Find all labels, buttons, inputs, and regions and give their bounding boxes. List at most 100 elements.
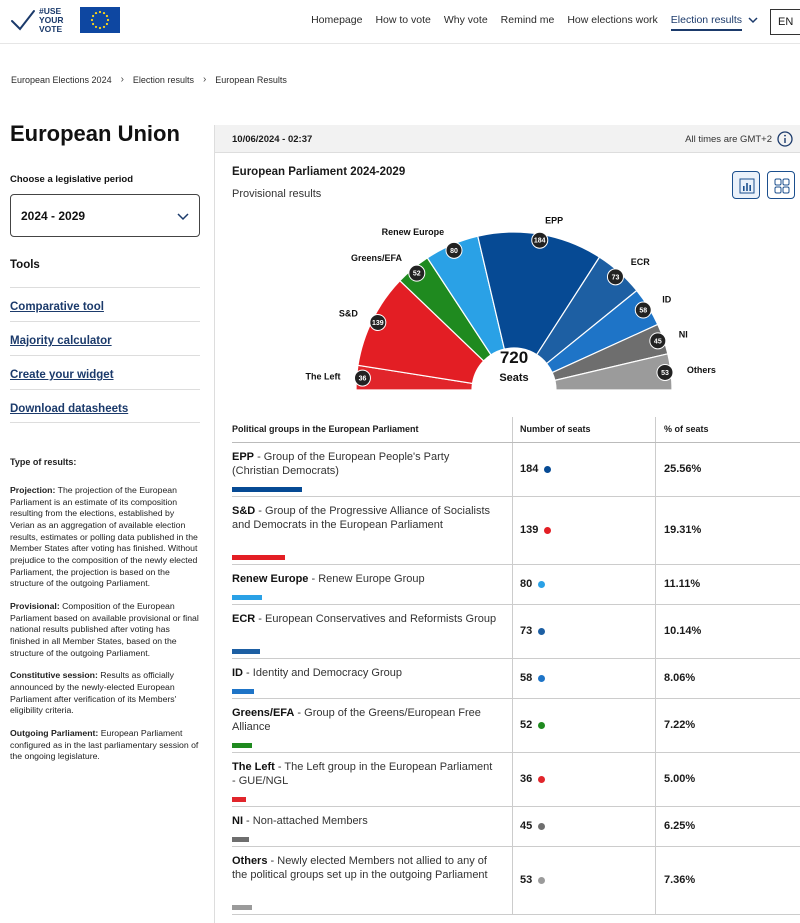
legislative-period-select[interactable]: 2024 - 2029 [10, 194, 200, 237]
chart-subtitle: Provisional results [232, 188, 322, 200]
results-panel: 10/06/2024 - 02:37 All times are GMT+2 E… [214, 125, 800, 923]
nav-homepage[interactable]: Homepage [311, 14, 363, 26]
seat-value: 80 [520, 578, 533, 590]
seat-count-bubble [606, 268, 624, 286]
table-row: Others - Newly elected Members not allie… [232, 847, 800, 915]
table-row: Greens/EFA - Group of the Greens/Europea… [232, 699, 800, 753]
party-label: ECR [631, 257, 651, 267]
seat-share-bar [232, 487, 302, 492]
comparative-tool-link[interactable]: Comparative tool [10, 301, 104, 313]
group-abbr: S&D [232, 505, 256, 517]
seat-count: 36 [520, 773, 546, 785]
seat-value: 53 [520, 874, 533, 886]
seat-count-bubble [649, 332, 667, 350]
nav-how-to-vote[interactable]: How to vote [375, 14, 431, 26]
seat-share-bar [232, 595, 262, 600]
nav-how-elections-work[interactable]: How elections work [567, 14, 658, 26]
seat-share-bar [232, 743, 252, 748]
timestamp: 10/06/2024 - 02:37 [232, 134, 313, 145]
info-icon[interactable] [777, 131, 793, 147]
grid-view-button[interactable] [767, 171, 795, 199]
group-full-name: The Left group in the European Parliamen… [232, 761, 493, 787]
nav-election-results[interactable]: Election results [670, 14, 742, 31]
eu-flag-icon [80, 7, 120, 33]
nav-remind-me[interactable]: Remind me [500, 14, 555, 26]
party-label: Greens/EFA [351, 253, 403, 263]
group-abbr: The Left [232, 761, 275, 773]
seat-value: 139 [520, 524, 539, 536]
seat-percentage: 8.06% [664, 672, 696, 684]
main-nav: Homepage How to vote Why vote Remind me … [298, 14, 758, 31]
breadcrumb-european-elections[interactable]: European Elections 2024 [11, 74, 112, 85]
group-abbr: Others [232, 855, 268, 867]
logo-text-1: #USE [39, 6, 62, 16]
use-your-vote-logo[interactable]: #USE YOUR VOTE [10, 5, 122, 35]
seat-value: 184 [520, 463, 539, 475]
logo-text-3: VOTE [39, 24, 62, 34]
chart-view-button[interactable] [732, 171, 760, 199]
outgoing-info: Outgoing Parliament: European Parliament… [10, 727, 199, 762]
seat-share-bar [232, 555, 285, 560]
party-color-dot [538, 674, 546, 682]
hemicycle-segment-s-d[interactable] [357, 279, 485, 385]
group-full-name: Renew Europe Group [318, 573, 425, 585]
seat-percentage: 6.25% [664, 820, 696, 832]
nav-why-vote[interactable]: Why vote [443, 14, 488, 26]
breadcrumb: European Elections 2024 › Election resul… [11, 74, 287, 85]
page-title: European Union [10, 121, 180, 146]
party-label: S&D [339, 309, 359, 319]
seat-share-bar [232, 689, 254, 694]
seat-count-label: 53 [661, 370, 669, 377]
chevron-down-icon[interactable] [748, 15, 758, 25]
party-label: EPP [545, 215, 563, 225]
chevron-right-icon: › [202, 74, 207, 85]
seat-count-bubble [445, 241, 463, 259]
seat-count-bubble [531, 231, 549, 249]
group-name: ID - Identity and Democracy Group [232, 667, 402, 679]
seat-value: 58 [520, 672, 533, 684]
seat-count-label: 45 [654, 338, 662, 345]
party-label: ID [662, 294, 672, 304]
seat-count: 80 [520, 578, 546, 590]
party-label: Renew Europe [382, 227, 445, 237]
seat-count-label: 73 [612, 274, 620, 281]
seat-value: 73 [520, 625, 533, 637]
seat-count: 139 [520, 524, 552, 536]
seat-share-bar [232, 797, 246, 802]
party-color-dot [538, 627, 546, 635]
download-datasheets-link[interactable]: Download datasheets [10, 403, 129, 415]
party-color-dot [544, 465, 552, 473]
group-full-name: Group of the European People's Party (Ch… [232, 451, 450, 477]
breadcrumb-election-results[interactable]: Election results [132, 74, 194, 85]
group-name: Others - Newly elected Members not allie… [232, 855, 488, 881]
seat-count-bubble [634, 301, 652, 319]
table-row: Renew Europe - Renew Europe Group 80 11.… [232, 565, 800, 605]
party-color-dot [538, 721, 546, 729]
timezone-note: All times are GMT+2 [685, 134, 772, 145]
majority-calculator-link[interactable]: Majority calculator [10, 335, 112, 347]
results-types-info: Type of results: Projection: The project… [10, 456, 200, 774]
seat-count-label: 80 [450, 248, 458, 255]
seat-count-bubble [408, 264, 426, 282]
seat-value: 52 [520, 719, 533, 731]
party-color-dot [538, 876, 546, 884]
hemicycle-segment-epp[interactable] [477, 231, 601, 356]
party-color-dot [544, 526, 552, 534]
group-abbr: EPP [232, 451, 255, 463]
group-name: ECR - European Conservatives and Reformi… [232, 613, 497, 625]
create-widget-link[interactable]: Create your widget [10, 369, 114, 381]
group-full-name: European Conservatives and Reformists Gr… [265, 613, 497, 625]
seat-value: 36 [520, 773, 533, 785]
seat-percentage: 10.14% [664, 625, 702, 637]
group-abbr: NI [232, 815, 243, 827]
group-name: Greens/EFA - Group of the Greens/Europea… [232, 707, 481, 733]
results-table: Political groups in the European Parliam… [232, 417, 800, 915]
seat-share-bar [232, 837, 249, 842]
group-full-name: Group of the Progressive Alliance of Soc… [232, 505, 491, 531]
language-selector[interactable]: EN [770, 9, 800, 35]
group-name: S&D - Group of the Progressive Alliance … [232, 505, 491, 531]
party-color-dot [538, 775, 546, 783]
chart-title: European Parliament 2024-2029 [232, 166, 406, 178]
party-label: Others [687, 365, 716, 375]
seat-share-bar [232, 649, 260, 654]
